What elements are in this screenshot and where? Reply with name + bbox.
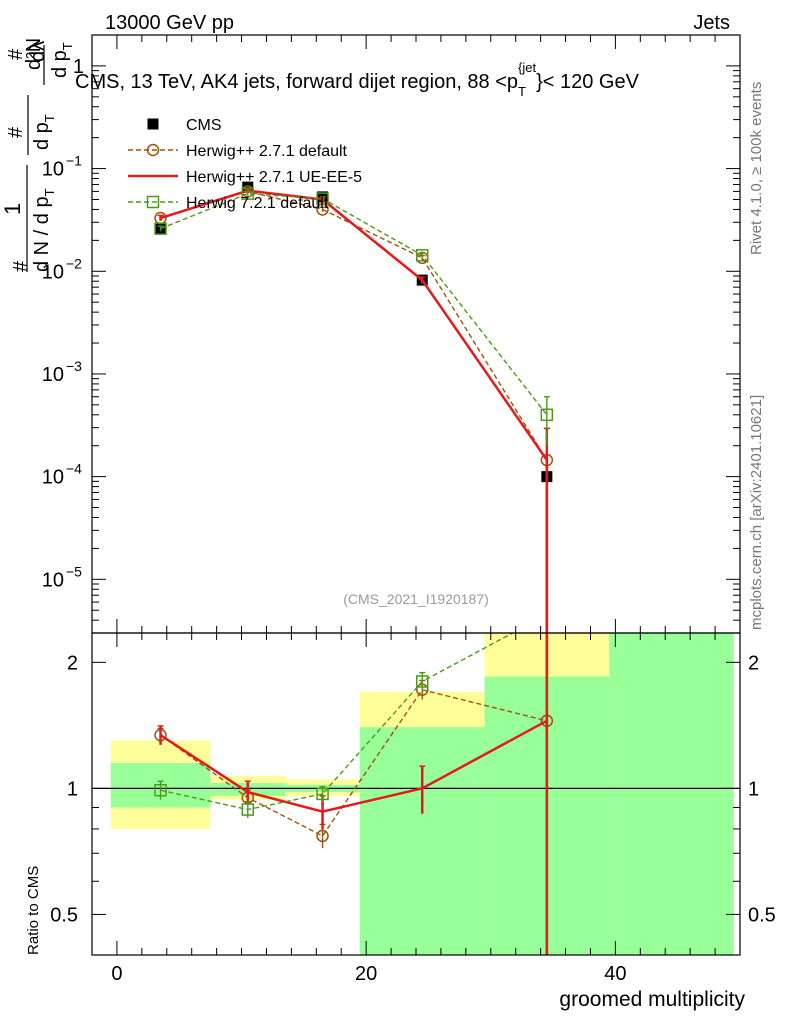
x-axis-label: groomed multiplicity bbox=[559, 988, 745, 1011]
data-marker bbox=[415, 249, 429, 262]
analysis-id: (CMS_2021_I1920187) bbox=[343, 591, 489, 607]
y-tick-label: 10 bbox=[42, 569, 64, 591]
main-y-label: 1 # d N / d pT # d pT # d²N d pT dλ bbox=[0, 38, 75, 272]
data-marker bbox=[154, 222, 167, 235]
y-tick-label: 10 bbox=[42, 467, 64, 489]
y-tick-label: 10 bbox=[42, 364, 64, 386]
legend-label: Herwig 7.2.1 default bbox=[186, 195, 329, 212]
y-tick-exponent: −4 bbox=[66, 461, 82, 477]
x-tick-label: 20 bbox=[355, 963, 377, 985]
data-marker bbox=[316, 829, 329, 843]
y-label-right-hash: # bbox=[5, 48, 27, 60]
data-marker bbox=[316, 192, 329, 205]
y-tick-exponent: −5 bbox=[66, 563, 82, 579]
plot-title: CMS, 13 TeV, AK4 jets, forward dijet reg… bbox=[75, 60, 640, 99]
category-label: Jets bbox=[693, 12, 730, 34]
y-tick-label: 1 bbox=[73, 56, 84, 78]
data-marker bbox=[146, 195, 160, 209]
ratio-y-tick-label: 1 bbox=[67, 778, 78, 800]
data-marker bbox=[540, 408, 554, 422]
stat-uncertainty-band bbox=[609, 633, 734, 955]
ratio-y-tick-label: 0.5 bbox=[50, 904, 78, 926]
ratio-y-label: Ratio to CMS bbox=[25, 866, 42, 955]
y-tick-label: 10 bbox=[42, 261, 64, 283]
data-marker bbox=[415, 675, 429, 688]
legend-label: Herwig++ 2.7.1 UE-EE-5 bbox=[186, 169, 362, 186]
ratio-plot-area bbox=[92, 633, 740, 955]
series-line bbox=[160, 688, 548, 837]
data-marker bbox=[316, 787, 329, 801]
series-line bbox=[160, 192, 548, 416]
rivet-label: Rivet 4.1.0, ≥ 100k events bbox=[748, 82, 765, 255]
legend: CMS Herwig++ 2.7.1 default Herwig++ 2.7.1 … bbox=[128, 117, 362, 212]
ratio-y-tick-label-right: 2 bbox=[748, 652, 759, 674]
ratio-y-tick-label-right: 1 bbox=[748, 778, 759, 800]
y-label-mid-dpt: d pT bbox=[31, 114, 57, 150]
energy-label: 13000 GeV pp bbox=[105, 12, 234, 34]
stat-uncertainty-band bbox=[359, 727, 485, 955]
ratio-y-tick-label: 2 bbox=[67, 652, 78, 674]
legend-label: CMS bbox=[186, 117, 222, 134]
data-marker bbox=[154, 783, 167, 797]
y-tick-label: 10 bbox=[42, 159, 64, 181]
data-marker bbox=[241, 187, 255, 200]
series-line bbox=[160, 189, 548, 461]
y-label-hash: # bbox=[10, 260, 32, 272]
y-label-mid-hash: # bbox=[5, 126, 27, 138]
y-label-d2n: d²N bbox=[23, 38, 45, 70]
x-tick-label: 40 bbox=[604, 963, 626, 985]
x-tick-label: 0 bbox=[111, 963, 122, 985]
main-plot-area bbox=[154, 181, 554, 633]
mcplots-label: mcplots.cern.ch [arXiv:2401.10621] bbox=[748, 395, 765, 630]
series-line bbox=[160, 190, 548, 461]
legend-label: Herwig++ 2.7.1 default bbox=[186, 143, 348, 160]
y-label-dlambda: dλ bbox=[27, 41, 49, 62]
y-tick-exponent: −2 bbox=[66, 255, 82, 271]
y-label-right-dpt: d pT bbox=[49, 42, 75, 78]
y-label-dn-dpt: d N / d pT bbox=[31, 188, 57, 272]
y-label-one: 1 bbox=[0, 203, 25, 215]
ratio-y-tick-label-right: 0.5 bbox=[748, 904, 776, 926]
data-marker bbox=[146, 143, 160, 157]
data-marker bbox=[242, 181, 254, 193]
y-tick-exponent: −3 bbox=[66, 358, 82, 374]
series-line bbox=[160, 633, 515, 811]
data-marker bbox=[147, 118, 159, 130]
data-marker bbox=[241, 803, 255, 816]
y-tick-exponent: −1 bbox=[66, 153, 82, 169]
